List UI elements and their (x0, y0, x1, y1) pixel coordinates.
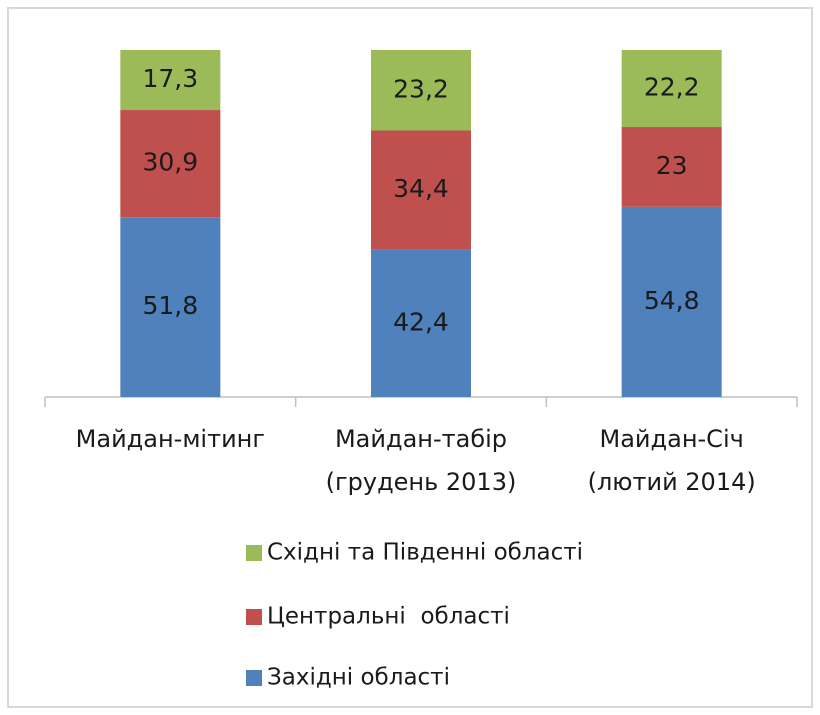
legend-swatch (246, 670, 262, 686)
x-tick-label: Майдан-Січ (лютий 2014) (587, 425, 756, 496)
data-label: 22,2 (644, 73, 700, 102)
legend-label: Західні області (267, 665, 450, 691)
data-label: 30,9 (142, 148, 198, 177)
data-label: 23 (656, 151, 688, 180)
data-label: 23,2 (393, 74, 449, 103)
legend-swatch (246, 545, 262, 561)
data-label: 17,3 (142, 64, 198, 93)
legend-swatch (246, 609, 262, 625)
bar-segment (621, 206, 722, 397)
x-tick-label: Майдан-мітинг (75, 425, 265, 453)
data-label: 42,4 (393, 307, 449, 336)
bar-segment (120, 50, 221, 111)
data-label: 54,8 (644, 286, 700, 315)
legend-label: Центральні області (267, 604, 510, 630)
data-label: 51,8 (142, 291, 198, 320)
legend-label: Східні та Південні області (267, 540, 583, 566)
bar-segment (371, 130, 471, 250)
bar-segment (371, 249, 471, 397)
bar-segment (120, 217, 221, 397)
bar-segment (621, 50, 722, 128)
bar-segment (621, 127, 722, 207)
data-label: 34,4 (393, 174, 449, 203)
bar-segment (371, 50, 471, 131)
bar-segment (120, 110, 221, 218)
x-tick-label: Майдан-табір (грудень 2013) (325, 425, 517, 496)
